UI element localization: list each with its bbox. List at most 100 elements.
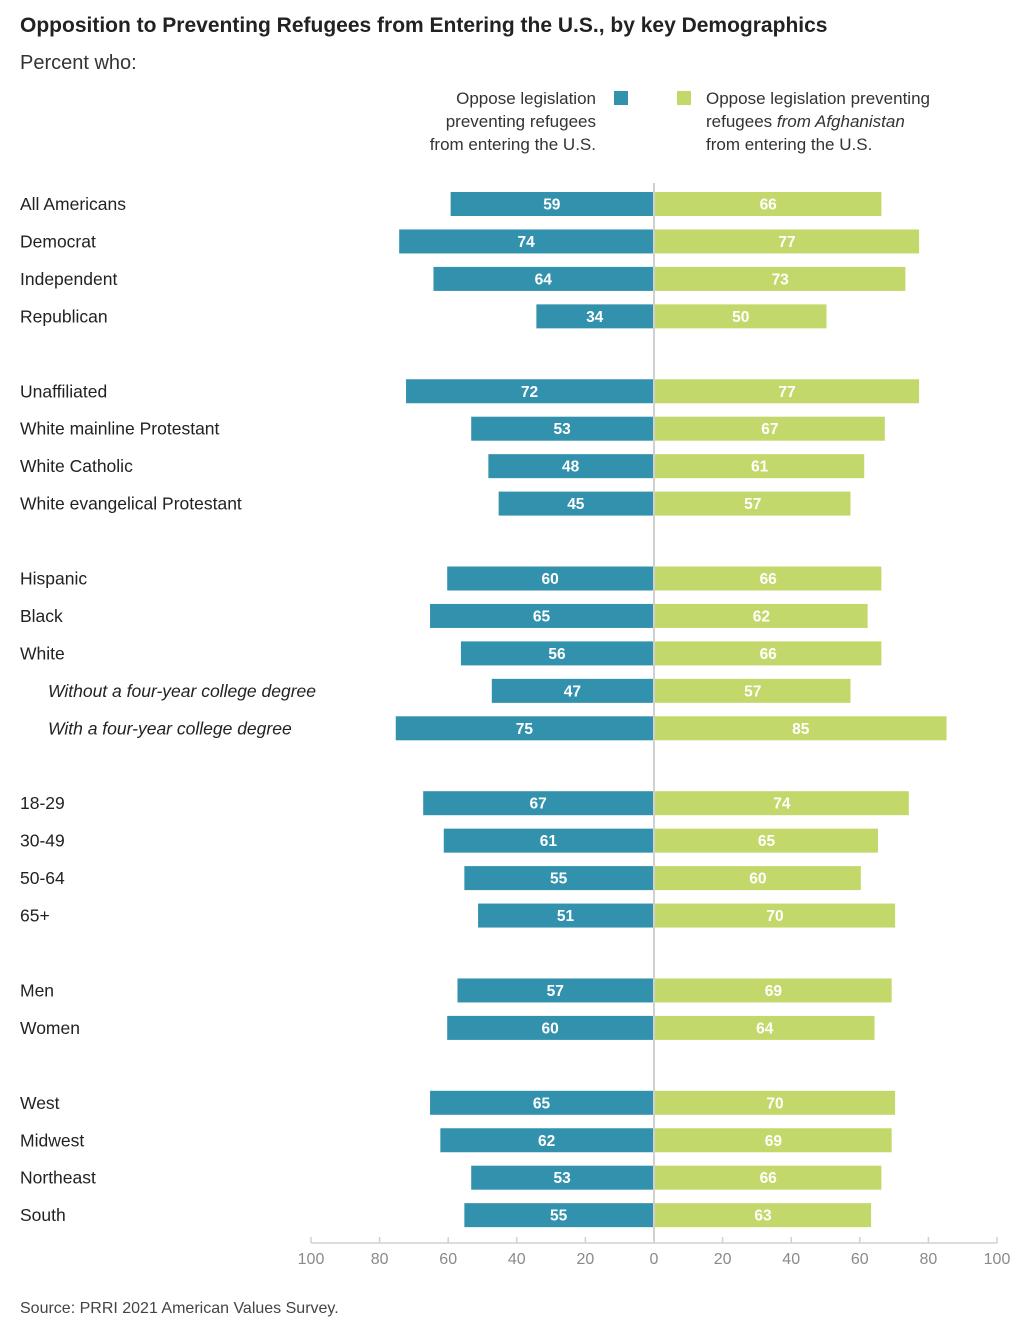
bar-right — [655, 304, 827, 329]
bar-left — [536, 304, 653, 329]
bar-right — [655, 266, 906, 291]
bar-left-value: 57 — [547, 983, 564, 1000]
bar-right — [655, 903, 896, 928]
bar-right-value: 50 — [732, 309, 749, 326]
bar-right-value: 69 — [765, 1133, 783, 1150]
category-label: With a four-year college degree — [48, 718, 292, 738]
category-label: Independent — [20, 269, 117, 289]
bar-right — [655, 1015, 875, 1040]
bar-right-value: 60 — [749, 871, 766, 888]
category-label: 30-49 — [20, 831, 65, 851]
bar-left — [443, 828, 653, 853]
bar-left — [471, 1165, 653, 1190]
legend-right-line: from entering the U.S. — [706, 135, 873, 154]
bar-right-value: 67 — [761, 421, 778, 438]
bar-left-value: 65 — [533, 608, 551, 625]
x-tick-label: 80 — [920, 1251, 938, 1268]
bar-left-value: 65 — [533, 1095, 551, 1112]
bar-left — [464, 1203, 653, 1228]
category-label: Men — [20, 980, 54, 1000]
bar-right-value: 77 — [778, 234, 795, 251]
bar-right-value: 61 — [751, 459, 769, 476]
category-label: Hispanic — [20, 569, 87, 589]
category-label: Republican — [20, 306, 108, 326]
bar-right — [655, 641, 882, 666]
category-label: Northeast — [20, 1168, 96, 1188]
bar-left-value: 53 — [553, 421, 571, 438]
x-tick-label: 100 — [984, 1251, 1011, 1268]
x-tick-label: 0 — [650, 1251, 659, 1268]
bar-right — [655, 678, 851, 703]
category-label: White evangelical Protestant — [20, 494, 242, 514]
bar-left-value: 51 — [557, 908, 575, 925]
bar-right — [655, 791, 909, 816]
chart-subtitle: Percent who: — [20, 52, 137, 74]
bar-left-value: 53 — [553, 1170, 571, 1187]
legend-right-text: Oppose legislation preventing refugees f… — [706, 87, 1006, 156]
bar-left — [433, 266, 653, 291]
bar-right — [655, 1128, 892, 1153]
bar-left-value: 60 — [541, 571, 558, 588]
bar-left — [478, 903, 653, 928]
legend-right-line: Oppose legislation preventing — [706, 89, 930, 108]
category-label: South — [20, 1205, 66, 1225]
category-label: All Americans — [20, 194, 126, 214]
bar-right-value: 70 — [766, 908, 783, 925]
bar-left-value: 74 — [517, 234, 535, 251]
bar-right — [655, 978, 892, 1003]
bar-right-value: 66 — [760, 646, 778, 663]
bar-left — [498, 491, 653, 516]
bar-left — [450, 192, 653, 216]
bar-right — [655, 866, 861, 891]
bar-right-value: 57 — [744, 683, 761, 700]
bar-right-value: 73 — [772, 271, 790, 288]
bar-right — [655, 379, 920, 404]
category-label: White Catholic — [20, 456, 133, 476]
x-tick-label: 100 — [298, 1251, 325, 1268]
bar-left — [447, 566, 653, 591]
bar-left-value: 55 — [550, 1208, 568, 1225]
bar-right — [655, 229, 920, 254]
bar-left-value: 62 — [538, 1133, 555, 1150]
x-tick-label: 60 — [851, 1251, 869, 1268]
bar-left — [399, 229, 653, 254]
bar-left-value: 60 — [541, 1020, 558, 1037]
bar-left-value: 56 — [548, 646, 566, 663]
bar-right-value: 85 — [792, 721, 810, 738]
category-label: White — [20, 643, 65, 663]
bar-right-value: 63 — [754, 1208, 772, 1225]
bar-left-value: 48 — [562, 459, 580, 476]
bar-right-value: 74 — [773, 796, 791, 813]
source-note: Source: PRRI 2021 American Values Survey… — [20, 1300, 339, 1317]
bar-left-value: 72 — [521, 384, 538, 401]
category-label: Unaffiliated — [20, 381, 107, 401]
category-label: Midwest — [20, 1130, 84, 1150]
bar-left — [440, 1128, 653, 1153]
category-label: 65+ — [20, 906, 50, 926]
bar-right — [655, 716, 947, 741]
bar-right-value: 69 — [765, 983, 783, 1000]
bar-right — [655, 1165, 882, 1190]
bar-left-value: 47 — [564, 683, 581, 700]
x-tick-label: 60 — [439, 1251, 457, 1268]
category-label: West — [20, 1093, 60, 1113]
bar-right-value: 66 — [760, 1170, 778, 1187]
bar-left-value: 59 — [543, 197, 561, 214]
category-label: Black — [20, 606, 63, 626]
legend-left-line: from entering the U.S. — [429, 135, 596, 154]
x-tick-label: 80 — [371, 1251, 389, 1268]
x-tick-label: 40 — [508, 1251, 526, 1268]
legend-swatch-left — [614, 91, 628, 105]
bar-left — [423, 791, 653, 816]
legend-right-line2-b: from Afghanistan — [776, 112, 905, 131]
bar-right — [655, 828, 878, 853]
legend-swatch-right — [677, 91, 691, 105]
bar-left — [491, 678, 653, 703]
legend-right-line: refugees from Afghanistan — [706, 110, 1006, 133]
bar-right — [655, 454, 865, 479]
bar-right — [655, 416, 885, 441]
bar-right — [655, 192, 882, 216]
bar-right-value: 57 — [744, 496, 761, 513]
bar-right — [655, 1203, 872, 1228]
